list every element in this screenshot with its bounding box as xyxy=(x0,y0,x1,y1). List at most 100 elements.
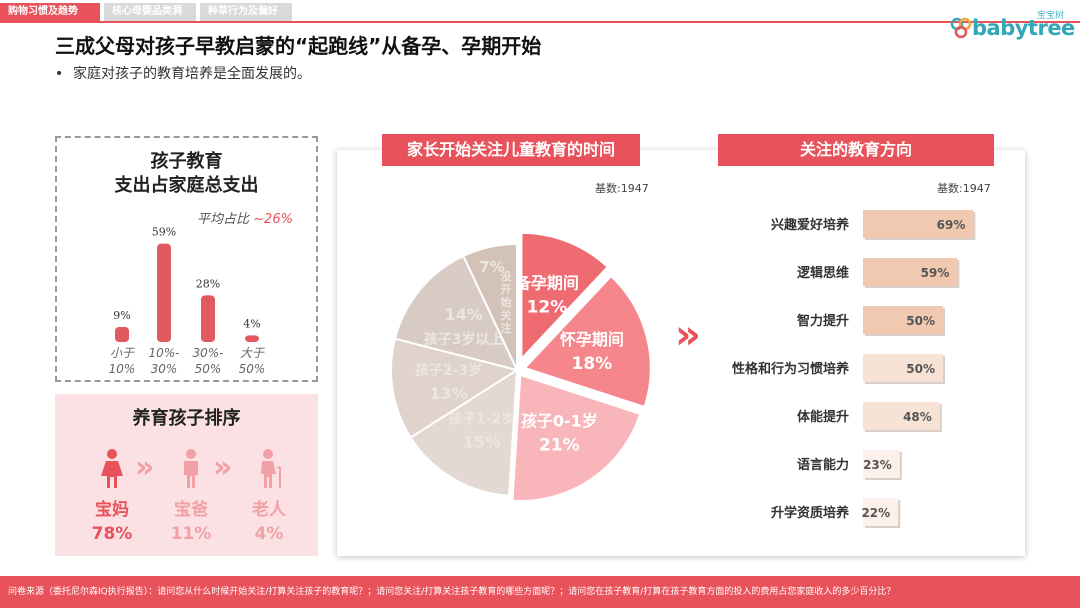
top-divider xyxy=(0,21,1080,23)
pie-category-label: 怀孕期间 xyxy=(560,330,624,349)
elderly-icon xyxy=(261,449,282,488)
pie-category-label: 注 xyxy=(500,321,511,335)
education-spending-title-line1: 孩子教育 xyxy=(150,151,223,172)
pie-category-label: 孩子2-3岁 xyxy=(415,362,482,379)
mother-icon xyxy=(101,449,123,488)
spending-value-label: 4% xyxy=(243,317,260,330)
survey-source-footer: 问卷来源（委托尼尔森IQ执行报告）：请问您从什么时候开始关注/打算关注孩子的教育… xyxy=(0,576,1080,608)
pie-value-label: 12% xyxy=(527,297,568,317)
pie-category-label: 没 xyxy=(500,269,512,283)
focus-category-label: 语言能力 xyxy=(797,457,849,473)
focus-bar xyxy=(863,402,940,430)
focus-category-label: 兴趣爱好培养 xyxy=(771,217,850,233)
bar-base-count: 基数:1947 xyxy=(937,182,991,195)
chevron-right-icon: » xyxy=(135,450,155,485)
spending-category-label: 10% xyxy=(109,362,136,376)
education-spending-title-line2: 支出占家庭总支出 xyxy=(114,175,259,196)
nav-tabs: 购物习惯及趋势 核心母婴品类洞察 种草行为及偏好 xyxy=(0,3,292,35)
average-share: 平均占比 ~26% xyxy=(197,208,293,227)
logo-cn-text: 宝宝树 xyxy=(1036,11,1064,21)
focus-direction-header: 关注的教育方向 xyxy=(718,134,994,166)
focus-value-label: 69% xyxy=(937,218,966,232)
rank-name-mother: 宝妈 xyxy=(95,500,129,520)
pie-value-label: 15% xyxy=(463,433,501,452)
pie-base-count: 基数:1947 xyxy=(595,182,649,195)
rank-value-father: 11% xyxy=(170,524,212,544)
average-share-label: 平均占比 xyxy=(197,212,250,227)
spending-value-label: 28% xyxy=(196,277,220,290)
bullet-dot-icon: • xyxy=(55,66,64,82)
pie-value-label: 13% xyxy=(429,384,467,403)
logo-mark-icon xyxy=(950,17,972,39)
pie-category-label: 开 xyxy=(500,283,511,296)
parenting-rank-panel: 养育孩子排序 » » 宝妈 78% 宝爸 11% 老人 4% xyxy=(55,394,318,556)
parenting-rank-title: 养育孩子排序 xyxy=(132,408,241,429)
focus-value-label: 48% xyxy=(903,410,932,424)
pie-slice xyxy=(409,368,519,497)
pie-category-label: 孩子3岁以上 xyxy=(424,331,504,348)
focus-bar xyxy=(863,498,899,526)
focus-category-label: 升学资质培养 xyxy=(771,505,850,521)
spending-category-label: 50% xyxy=(195,362,222,376)
spending-value-label: 9% xyxy=(113,309,130,322)
average-share-value: ~26% xyxy=(253,212,293,227)
focus-bar xyxy=(863,306,943,334)
focus-value-label: 23% xyxy=(863,458,892,472)
tab-shopping-habits[interactable]: 购物习惯及趋势 xyxy=(0,3,100,21)
pie-slice xyxy=(462,242,518,371)
spending-category-label: 50% xyxy=(239,362,266,376)
pie-header: 家长开始关注儿童教育的时间 xyxy=(382,134,640,166)
focus-bar xyxy=(863,354,943,382)
pie-category-label: 始 xyxy=(500,295,511,309)
focus-bar xyxy=(863,450,900,478)
focus-direction-bar-chart: 兴趣爱好培养 69% 逻辑思维 59% 智力提升 50% 性格和行为习惯培养 50% 体能提升 4… xyxy=(732,210,976,528)
education-spending-panel: 孩子教育 支出占家庭总支出 平均占比 ~26% 9% 小于 10% 59% 10%- 30… xyxy=(55,136,318,382)
spending-bar xyxy=(157,243,171,342)
rank-name-father: 宝爸 xyxy=(174,500,208,520)
focus-bar xyxy=(863,210,974,238)
focus-category-label: 性格和行为习惯培养 xyxy=(732,361,850,377)
education-start-pie-chart: 备孕期间 12% 怀孕期间 18% 孩子0-1岁 21% 孩子1-2岁 15% 孩子2-3岁 13… xyxy=(390,231,652,502)
spending-category-label: 30%- xyxy=(192,346,223,360)
spending-bar xyxy=(201,295,215,342)
focus-bar xyxy=(863,258,958,286)
education-start-panel: 家长开始关注儿童教育的时间 基数:1947 备孕期间 12% 怀孕期间 18% 孩子0-… xyxy=(337,134,1025,556)
spending-value-label: 59% xyxy=(152,226,176,239)
pie-slice xyxy=(522,274,652,409)
pie-category-label: 孩子0-1岁 xyxy=(521,411,598,430)
rank-value-elderly: 4% xyxy=(254,524,284,544)
education-spending-title: 孩子教育 支出占家庭总支出 xyxy=(57,150,316,198)
spending-bar xyxy=(245,335,259,342)
pie-value-label: 18% xyxy=(572,354,613,374)
rank-value-mother: 78% xyxy=(91,524,133,544)
pie-slice xyxy=(520,231,610,362)
pie-value-label: 7% xyxy=(479,258,504,276)
chevron-right-icon: » xyxy=(213,450,233,485)
logo-en-text: babytree xyxy=(972,16,1075,40)
spending-category-label: 小于 xyxy=(110,346,135,360)
pie-value-label: 14% xyxy=(444,305,482,324)
focus-category-label: 智力提升 xyxy=(797,313,849,329)
focus-category-label: 体能提升 xyxy=(797,409,849,425)
focus-value-label: 59% xyxy=(921,266,950,280)
tab-category-insight[interactable]: 核心母婴品类洞察 xyxy=(104,3,196,35)
spending-category-label: 30% xyxy=(151,362,178,376)
chevron-right-icon: » xyxy=(675,312,701,358)
focus-value-label: 50% xyxy=(906,362,935,376)
pie-category-label: 关 xyxy=(500,308,511,322)
babytree-logo: 宝宝树 babytree xyxy=(950,8,1075,40)
focus-category-label: 逻辑思维 xyxy=(797,265,849,281)
pie-category-label: 备孕期间 xyxy=(514,273,579,292)
spending-bar xyxy=(115,327,129,342)
pie-slice xyxy=(393,254,519,372)
pie-value-label: 21% xyxy=(539,435,580,455)
page-title: 三成父母对孩子早教启蒙的“起跑线”从备孕、孕期开始 xyxy=(55,34,542,58)
bullet-point: • 家庭对孩子的教育培养是全面发展的。 xyxy=(55,63,311,83)
tab-seeding-behavior[interactable]: 种草行为及偏好 xyxy=(200,3,292,21)
focus-value-label: 50% xyxy=(906,314,935,328)
pie-slice xyxy=(511,373,642,502)
father-icon xyxy=(184,449,198,488)
spending-category-label: 10%- xyxy=(148,346,179,360)
bullet-text: 家庭对孩子的教育培养是全面发展的。 xyxy=(73,66,311,82)
